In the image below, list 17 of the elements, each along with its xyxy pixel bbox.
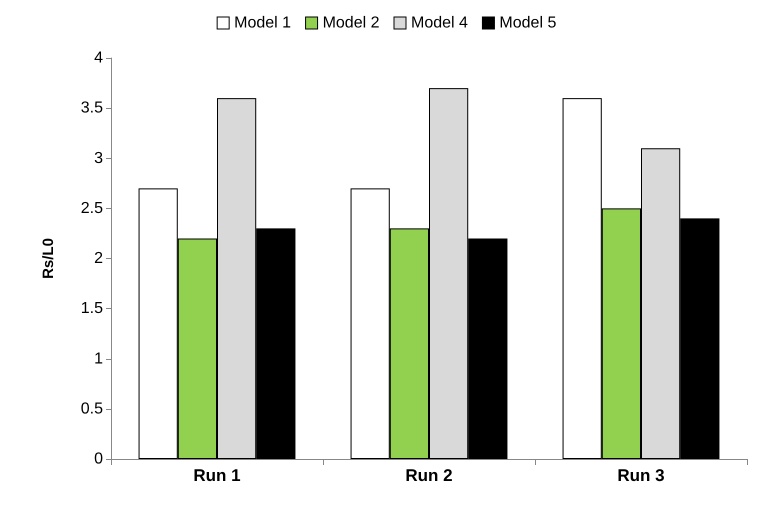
x-tick-label: Run 1 — [193, 466, 241, 485]
y-tick-label: 1.5 — [80, 300, 104, 318]
x-tick-label: Run 2 — [405, 466, 453, 485]
y-tick-label: 4 — [94, 50, 104, 66]
y-tick-label: 3.5 — [80, 100, 104, 117]
y-tick-label: 2.5 — [80, 200, 104, 217]
y-tick-label: 2 — [94, 250, 104, 267]
legend-label: Model 1 — [234, 14, 292, 32]
y-tick-label: 3 — [94, 150, 104, 167]
y-tick-label: 1 — [94, 350, 104, 368]
legend-label: Model 5 — [499, 14, 556, 32]
x-tick-label: Run 3 — [617, 466, 665, 485]
legend-label: Model 4 — [411, 14, 468, 32]
y-axis-title: Rs/L0 — [40, 238, 57, 279]
y-tick-label: 0 — [94, 450, 104, 468]
y-tick-label: 0.5 — [80, 400, 104, 418]
legend-label: Model 2 — [322, 14, 380, 32]
